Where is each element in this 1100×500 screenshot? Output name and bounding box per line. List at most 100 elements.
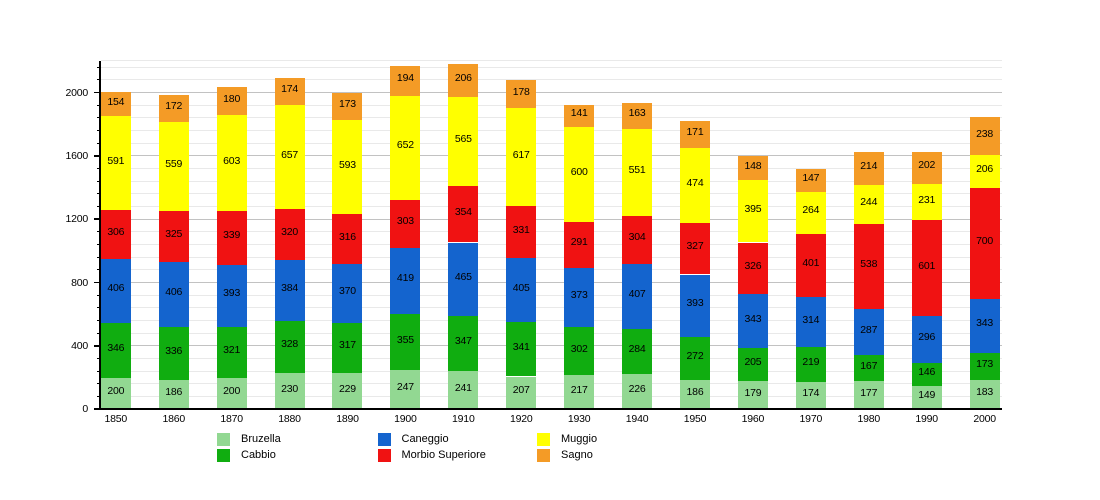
bar-segment-1850-muggio <box>100 116 131 211</box>
segment-value-label: 538 <box>860 258 878 271</box>
segment-value-label: 206 <box>976 162 994 175</box>
y-minor-tick <box>97 307 101 309</box>
segment-value-label: 179 <box>744 386 762 399</box>
bar-segment-1910-cabbio <box>448 316 479 372</box>
y-minor-tick <box>97 193 101 195</box>
segment-value-label: 147 <box>802 171 820 184</box>
bar-segment-1850-caneggio <box>100 258 131 323</box>
segment-value-label: 327 <box>686 240 704 253</box>
segment-value-label: 700 <box>976 234 994 247</box>
gridline-minor <box>101 358 1002 360</box>
bar-segment-1860-sagno <box>158 95 189 123</box>
gridline-minor <box>101 256 1002 258</box>
bar-segment-1950-caneggio <box>680 274 710 337</box>
bar-segment-1900-bruzella <box>390 370 421 410</box>
bar-segment-2000-caneggio <box>969 298 1000 353</box>
y-axis-line <box>99 60 101 411</box>
segment-value-label: 219 <box>802 355 820 368</box>
segment-value-label: 393 <box>223 287 241 300</box>
segment-value-label: 559 <box>165 158 183 171</box>
segment-value-label: 405 <box>512 281 530 294</box>
segment-value-label: 202 <box>918 159 936 172</box>
legend-swatch-muggio <box>537 432 550 446</box>
bar-segment-1910-caneggio <box>448 242 479 317</box>
bar-segment-1930-caneggio <box>564 268 595 328</box>
x-axis-label-1910: 1910 <box>452 412 475 425</box>
bar-segment-1970-muggio <box>795 191 826 234</box>
x-axis-label-1960: 1960 <box>741 412 765 425</box>
bar-segment-1940-caneggio <box>622 264 653 329</box>
gridline-minor <box>101 66 1002 68</box>
segment-value-label: 591 <box>107 154 125 167</box>
segment-value-label: 304 <box>628 231 646 244</box>
segment-value-label: 194 <box>396 72 414 85</box>
legend-label-bruzella: Bruzella <box>241 433 281 445</box>
segment-value-label: 395 <box>744 202 762 215</box>
gridline-major <box>101 155 1002 157</box>
y-axis-label-1600: 1600 <box>65 149 88 162</box>
gridline-major <box>101 282 1002 284</box>
bar-segment-1920-muggio <box>506 108 537 206</box>
segment-value-label: 231 <box>918 193 936 206</box>
segment-value-label: 205 <box>744 356 762 369</box>
bar-segment-1940-muggio <box>622 128 653 216</box>
segment-value-label: 617 <box>512 148 530 161</box>
bar-segment-1990-caneggio <box>911 315 942 363</box>
bar-segment-1940-morbio-superiore <box>622 215 653 265</box>
segment-value-label: 296 <box>918 330 936 343</box>
y-axis-label-0: 0 <box>82 403 88 416</box>
bar-segment-1890-sagno <box>332 92 363 121</box>
y-minor-tick <box>97 168 101 170</box>
bar-segment-1970-caneggio <box>795 297 826 348</box>
bar-segment-1930-muggio <box>564 126 595 222</box>
gridline-minor <box>101 244 1002 246</box>
bar-segment-1950-bruzella <box>680 379 710 410</box>
bar-segment-1950-muggio <box>680 147 710 223</box>
bar-segment-2000-bruzella <box>969 380 1000 410</box>
bar-segment-1960-cabbio <box>737 348 768 381</box>
bar-segment-1900-sagno <box>390 65 421 97</box>
gridline-minor <box>101 142 1002 144</box>
segment-value-label: 343 <box>976 317 994 330</box>
bar-segment-1970-morbio-superiore <box>795 233 826 298</box>
bar-segment-1940-sagno <box>622 102 653 129</box>
y-minor-tick <box>97 244 101 246</box>
bar-segment-1980-caneggio <box>853 309 884 355</box>
segment-value-label: 652 <box>396 139 414 152</box>
bar-segment-1990-muggio <box>911 183 942 221</box>
segment-value-label: 226 <box>628 382 646 395</box>
x-axis-label-1860: 1860 <box>162 412 185 425</box>
bar-segment-1880-sagno <box>274 77 305 106</box>
bar-segment-1870-bruzella <box>216 377 247 410</box>
bar-segment-1930-morbio-superiore <box>564 221 595 268</box>
segment-value-label: 551 <box>628 163 646 176</box>
y-minor-tick <box>97 370 101 372</box>
segment-value-label: 238 <box>976 127 994 140</box>
bar-segment-1920-sagno <box>506 79 537 109</box>
segment-value-label: 171 <box>686 125 704 138</box>
segment-value-label: 355 <box>396 333 414 346</box>
y-axis-label-800: 800 <box>71 276 88 289</box>
bar-segment-1890-bruzella <box>332 373 363 410</box>
segment-value-label: 230 <box>281 382 299 395</box>
gridline-minor <box>101 269 1002 271</box>
gridline-minor <box>101 396 1002 398</box>
segment-value-label: 178 <box>512 85 530 98</box>
bar-segment-1970-sagno <box>795 168 826 192</box>
legend-label-caneggio: Caneggio <box>401 433 449 445</box>
y-minor-tick <box>97 117 101 119</box>
segment-value-label: 474 <box>686 176 704 189</box>
bar-segment-1850-sagno <box>100 92 131 117</box>
y-minor-tick <box>97 231 101 233</box>
bar-segment-1920-caneggio <box>506 258 537 323</box>
bar-segment-1890-cabbio <box>332 322 363 374</box>
bar-segment-1910-morbio-superiore <box>448 186 479 243</box>
bar-segment-2000-sagno <box>969 117 1000 156</box>
bar-segment-1880-bruzella <box>274 372 305 410</box>
segment-value-label: 264 <box>802 204 820 217</box>
bar-segment-1880-caneggio <box>274 260 305 321</box>
x-axis-label-1870: 1870 <box>220 412 243 425</box>
bar-segment-1860-caneggio <box>158 262 189 327</box>
y-minor-tick <box>97 396 101 398</box>
bar-segment-2000-morbio-superiore <box>969 187 1000 299</box>
